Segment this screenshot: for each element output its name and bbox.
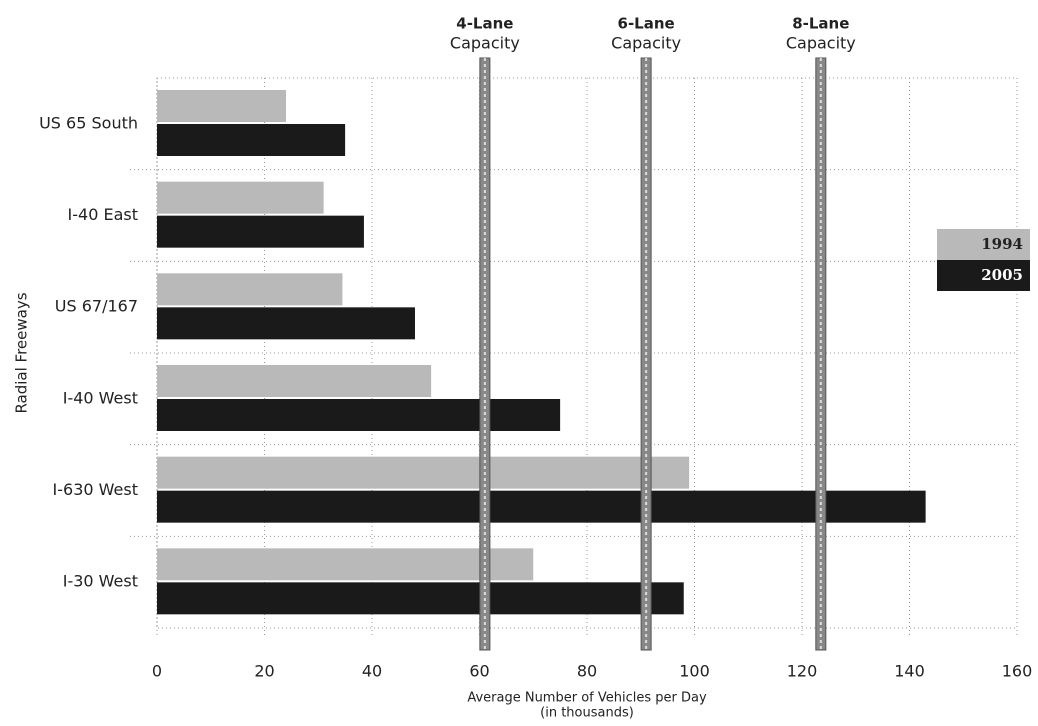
bar: [157, 582, 684, 614]
bar: [157, 548, 533, 580]
x-tick-label: 100: [679, 662, 710, 681]
x-axis-label: Average Number of Vehicles per Day: [467, 691, 707, 706]
x-tick-label: 20: [254, 662, 274, 681]
legend-label: 1994: [981, 235, 1023, 253]
y-axis-label: Radial Freeways: [13, 292, 31, 413]
bar: [157, 491, 926, 523]
x-tick-label: 60: [469, 662, 489, 681]
capacity-sublabel: Capacity: [786, 34, 856, 53]
x-tick-label: 160: [1002, 662, 1033, 681]
x-tick-label: 80: [577, 662, 597, 681]
y-tick-label: US 67/167: [55, 297, 138, 316]
x-tick-label: 0: [152, 662, 162, 681]
bar: [157, 90, 286, 122]
bar: [157, 124, 345, 156]
y-tick-label: I-40 West: [63, 388, 138, 407]
y-tick-label: I-630 West: [53, 480, 138, 499]
capacity-label: 8-Lane: [792, 15, 849, 33]
y-tick-label: I-40 East: [68, 205, 138, 224]
bar: [157, 399, 560, 431]
x-tick-label: 140: [894, 662, 925, 681]
y-tick-label: I-30 West: [63, 572, 138, 591]
bar: [157, 307, 415, 339]
bar: [157, 182, 324, 214]
bar: [157, 457, 689, 489]
bar: [157, 365, 431, 397]
bar: [157, 273, 342, 305]
x-tick-label: 120: [787, 662, 818, 681]
x-axis-sublabel: (in thousands): [540, 706, 634, 721]
x-tick-label: 40: [362, 662, 382, 681]
legend-label: 2005: [981, 266, 1023, 284]
capacity-label: 6-Lane: [618, 15, 675, 33]
y-tick-label: US 65 South: [39, 113, 138, 132]
bar: [157, 216, 364, 248]
capacity-label: 4-Lane: [456, 15, 513, 33]
chart: Radial Freeways Average Number of Vehicl…: [0, 0, 1038, 726]
capacity-sublabel: Capacity: [450, 34, 520, 53]
capacity-sublabel: Capacity: [611, 34, 681, 53]
